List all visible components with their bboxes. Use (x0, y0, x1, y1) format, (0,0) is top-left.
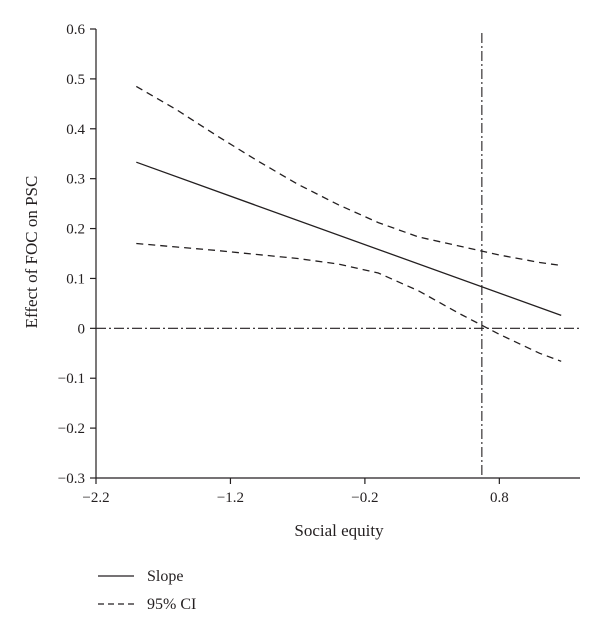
legend: Slope 95% CI (98, 568, 196, 613)
y-tick-label: 0.6 (66, 22, 85, 38)
ci-lower-line (136, 242, 562, 362)
ci-upper-line (135, 85, 562, 267)
y-tick-label: −0.3 (58, 471, 85, 487)
legend-ci-label: 95% CI (147, 596, 196, 613)
slope-line (136, 161, 562, 317)
x-tick-label: −1.2 (217, 490, 244, 506)
y-tick-label: 0.3 (66, 172, 85, 188)
plot-axes (95, 29, 580, 479)
tick-layer: 0.6 0.5 0.4 0.3 0.2 0.1 0 −0.1 −0.2 −0.3 −2.2 −1.2 −… (58, 22, 509, 506)
y-tick-label: 0.2 (66, 222, 85, 238)
y-tick-label: 0.1 (66, 271, 85, 287)
x-tick-label: −0.2 (351, 490, 378, 506)
y-axis-label: Effect of FOC on PSC (22, 176, 41, 329)
y-tick-label: −0.1 (58, 371, 85, 387)
x-tick-label: 0.8 (490, 490, 509, 506)
series-layer (135, 85, 562, 362)
reference-lines (96, 33, 580, 478)
y-tick-label: 0.5 (66, 72, 85, 88)
y-tick-label: 0 (78, 321, 86, 337)
legend-slope-label: Slope (147, 568, 183, 585)
x-tick-label: −2.2 (82, 490, 109, 506)
y-tick-label: 0.4 (66, 122, 85, 138)
x-axis-label: Social equity (294, 521, 384, 540)
y-tick-label: −0.2 (58, 421, 85, 437)
